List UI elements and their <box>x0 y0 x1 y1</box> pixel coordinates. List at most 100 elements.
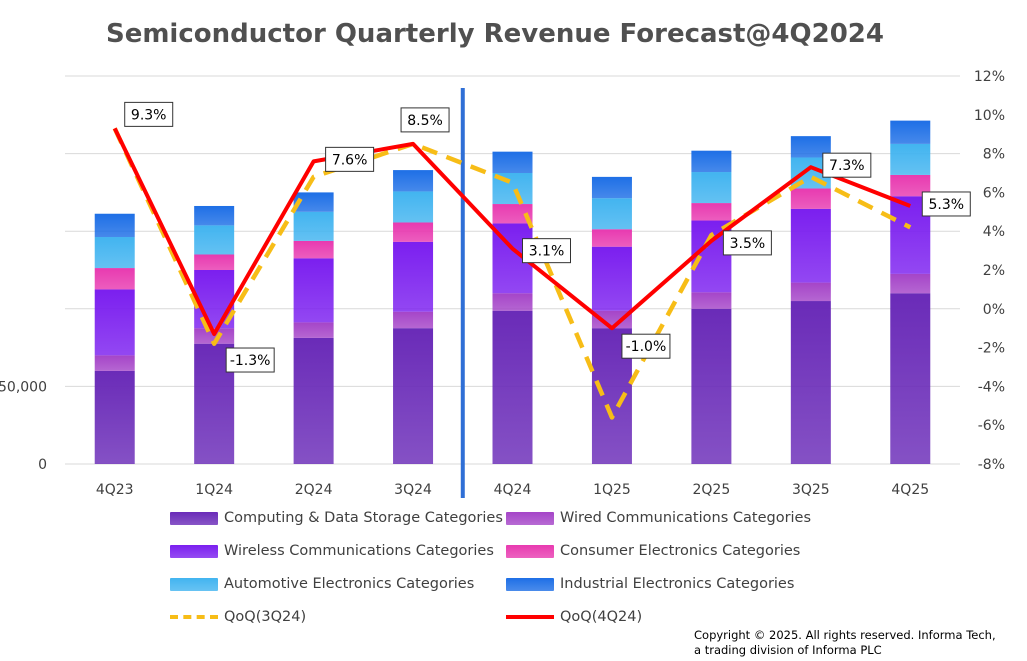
right-axis-tick-label: 8% <box>983 147 1005 163</box>
data-label: 7.3% <box>822 152 872 178</box>
data-label: 9.3% <box>124 101 174 127</box>
left-axis-tick-label: 0 <box>38 457 47 473</box>
bar-segment <box>393 222 434 242</box>
data-label: 5.3% <box>921 191 971 217</box>
legend-swatch <box>170 544 218 558</box>
data-label-text: 7.6% <box>332 152 368 168</box>
legend-label: Automotive Electronics Categories <box>224 576 475 592</box>
x-axis-tick-label: 3Q25 <box>792 482 830 498</box>
data-label-text: 9.3% <box>131 107 167 123</box>
bar-segment <box>790 136 831 158</box>
bar-segment <box>790 301 831 464</box>
legend-swatch <box>506 511 554 525</box>
legend-item: Wired Communications Categories <box>506 506 811 530</box>
bar-stack-2Q25 <box>691 150 732 464</box>
chart-legend: Computing & Data Storage Categories Wired… <box>170 506 850 636</box>
legend-swatch <box>170 615 218 619</box>
x-axis-tick-label: 2Q25 <box>693 482 731 498</box>
x-axis-tick-label: 3Q24 <box>394 482 432 498</box>
bar-segment <box>492 204 533 224</box>
bar-segment <box>790 208 831 283</box>
right-axis-tick-label: 10% <box>974 108 1005 124</box>
legend-item: QoQ(3Q24) <box>170 605 306 629</box>
data-label: 3.1% <box>522 238 571 264</box>
bar-segment <box>393 241 434 312</box>
left-axis-tick-label: 50,000 <box>0 379 47 395</box>
right-axis-ticks: -8% -6% -4% -2% 0% 2% 4% 6% 8% 10% 12% <box>974 69 1005 473</box>
bar-segment <box>94 268 135 290</box>
bar-segment <box>492 293 533 311</box>
right-axis-tick-label: 2% <box>983 263 1005 279</box>
bar-segment <box>94 370 135 464</box>
data-label-box <box>522 238 571 264</box>
bar-stack-4Q24 <box>492 151 533 464</box>
right-axis-tick-label: 12% <box>974 69 1005 85</box>
right-axis-tick-label: -6% <box>978 418 1005 434</box>
right-axis-tick-label: 4% <box>983 224 1005 240</box>
bar-segment <box>293 240 334 259</box>
bar-segment <box>890 273 931 294</box>
bar-segment <box>492 151 533 173</box>
bar-stack-3Q24 <box>393 170 434 464</box>
bar-segment <box>94 213 135 238</box>
qoq-data-labels: 9.3% -1.3% 7.6% 8.5% 3.1% -1.0% 3.5% 7.3% 5.3% <box>124 101 971 373</box>
legend-label: Wired Communications Categories <box>560 510 812 526</box>
legend-item: Computing & Data Storage Categories <box>170 506 503 530</box>
data-label-text: 3.5% <box>730 236 766 252</box>
legend-swatch <box>170 511 218 525</box>
legend-label: Wireless Communications Categories <box>224 543 494 559</box>
bar-segment <box>790 282 831 302</box>
bar-segment <box>194 225 235 255</box>
qoq-3q24-line <box>112 127 912 420</box>
data-label: -1.3% <box>225 347 275 373</box>
copyright-line-1: Copyright © 2025. All rights reserved. I… <box>694 628 996 642</box>
data-label-box <box>400 107 450 133</box>
x-axis-ticks: 4Q23 1Q24 2Q24 3Q24 4Q24 1Q25 2Q25 3Q25 4Q25 <box>96 482 929 498</box>
data-label-box <box>722 230 772 256</box>
bar-stack-1Q25 <box>591 176 632 464</box>
bar-segment <box>890 293 931 464</box>
x-axis-tick-label: 4Q25 <box>891 482 929 498</box>
bar-segment <box>293 322 334 338</box>
bar-stack-2Q24 <box>293 192 334 464</box>
bar-stack-4Q25 <box>890 120 931 464</box>
data-label-text: 7.3% <box>829 158 865 174</box>
bar-segment <box>790 188 831 209</box>
legend-item: Consumer Electronics Categories <box>506 539 800 563</box>
legend-swatch <box>506 615 554 619</box>
data-label-box <box>225 347 275 373</box>
data-label-box <box>621 333 671 359</box>
bar-segment <box>293 258 334 323</box>
right-axis-tick-label: -2% <box>978 341 1005 357</box>
bar-segment <box>591 310 632 329</box>
bar-segment <box>393 170 434 192</box>
data-label-text: 8.5% <box>407 113 443 129</box>
data-label-box <box>124 101 174 127</box>
copyright-line-2: a trading division of Informa PLC <box>694 643 882 657</box>
x-axis-tick-label: 2Q24 <box>295 482 333 498</box>
bar-segment <box>890 143 931 175</box>
bar-segment <box>591 198 632 230</box>
legend-item: Wireless Communications Categories <box>170 539 494 563</box>
bar-segment <box>890 120 931 144</box>
bar-segment <box>94 355 135 371</box>
data-label-box <box>921 191 971 217</box>
legend-label: QoQ(4Q24) <box>560 609 643 625</box>
bar-segment <box>691 203 732 221</box>
bar-segment <box>94 237 135 269</box>
x-axis-tick-label: 4Q23 <box>96 482 134 498</box>
copyright-notice: Copyright © 2025. All rights reserved. I… <box>694 628 996 658</box>
x-axis-tick-label: 1Q24 <box>195 482 233 498</box>
legend-swatch <box>506 544 554 558</box>
bar-segment <box>691 308 732 464</box>
legend-label: Consumer Electronics Categories <box>560 543 801 559</box>
legend-swatch <box>170 577 218 591</box>
bar-segment <box>293 337 334 464</box>
right-axis-tick-label: 0% <box>983 302 1005 318</box>
bar-segment <box>94 289 135 356</box>
bar-segment <box>393 328 434 464</box>
right-axis-tick-label: -8% <box>978 457 1005 473</box>
data-label-box <box>822 152 872 178</box>
bar-segment <box>890 174 931 197</box>
data-label: 3.5% <box>722 230 772 256</box>
